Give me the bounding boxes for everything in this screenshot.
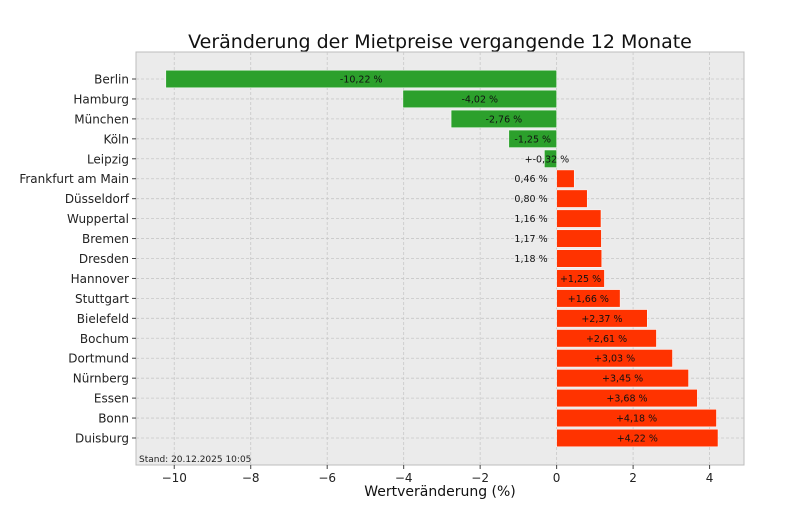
- bar-11: [556, 289, 621, 308]
- bar-17: [556, 409, 717, 428]
- bar-value-label-12: +2,37 %: [581, 314, 622, 325]
- y-axis-ticks: Berlin Hamburg München Köln Leipzig Frankfurt…: [19, 73, 136, 446]
- y-tick-label-3: Köln: [103, 132, 129, 146]
- bar-14: [556, 349, 673, 368]
- x-tick-label-5: 0: [553, 471, 561, 485]
- y-tick-label-9: Dresden: [79, 252, 129, 266]
- bar-value-label-8: 1,17 %: [514, 234, 547, 245]
- bar-value-label-11: +1,66 %: [568, 294, 609, 305]
- y-tick-label-2: München: [74, 112, 129, 126]
- y-tick-label-4: Leipzig: [87, 152, 129, 166]
- bar-value-label-9: 1,18 %: [514, 254, 547, 265]
- y-tick-label-15: Nürnberg: [73, 372, 129, 386]
- bar-value-label-0: -10,22 %: [340, 75, 383, 86]
- x-tick-label-7: 4: [706, 471, 714, 485]
- y-tick-label-7: Wuppertal: [67, 212, 129, 226]
- y-tick-label-6: Düsseldorf: [65, 192, 130, 206]
- y-tick-label-5: Frankfurt am Main: [19, 172, 129, 186]
- bar-5: [556, 169, 575, 188]
- y-tick-label-17: Bonn: [98, 412, 129, 426]
- bar-13: [556, 329, 657, 348]
- bar-value-label-1: -4,02 %: [461, 94, 498, 105]
- bar-12: [556, 309, 648, 328]
- bar-16: [556, 389, 698, 408]
- y-tick-label-11: Stuttgart: [75, 292, 129, 306]
- x-tick-label-1: −8: [242, 471, 260, 485]
- bar-value-label-3: -1,25 %: [514, 134, 551, 145]
- bar-value-label-14: +3,03 %: [594, 354, 635, 365]
- x-tick-label-0: −10: [162, 471, 187, 485]
- bar-10: [556, 269, 605, 288]
- bar-value-label-6: 0,80 %: [514, 194, 547, 205]
- bar-value-label-13: +2,61 %: [586, 334, 627, 345]
- bar-3: [508, 129, 557, 148]
- bar-value-label-10: +1,25 %: [560, 274, 601, 285]
- y-tick-label-18: Duisburg: [75, 432, 129, 446]
- bar-value-label-16: +3,68 %: [606, 394, 647, 405]
- bar-4: [544, 149, 557, 168]
- x-tick-label-6: 2: [629, 471, 637, 485]
- bar-value-label-18: +4,22 %: [617, 434, 658, 445]
- bar-9: [556, 249, 603, 268]
- bars-group: [165, 69, 719, 448]
- bar-1: [402, 89, 557, 108]
- bar-6: [556, 189, 588, 208]
- x-axis-ticks: −10 −8 −6 −4 −2 0 2 4: [162, 465, 714, 485]
- bar-labels-group: -10,22 % -4,02 % -2,76 % -1,25 % +-0,32 % 0,4…: [340, 75, 658, 445]
- bar-7: [556, 209, 602, 228]
- y-tick-label-16: Essen: [94, 392, 129, 406]
- bar-value-label-7: 1,16 %: [514, 214, 547, 225]
- bar-15: [556, 369, 689, 388]
- y-tick-label-0: Berlin: [94, 73, 129, 87]
- bar-value-label-5: 0,46 %: [514, 174, 547, 185]
- x-tick-label-4: −2: [471, 471, 489, 485]
- bar-0: [165, 69, 557, 89]
- y-tick-label-12: Bielefeld: [77, 312, 129, 326]
- y-tick-label-1: Hamburg: [73, 92, 129, 106]
- bar-value-label-4: +-0,32 %: [525, 154, 570, 165]
- x-tick-label-2: −6: [318, 471, 336, 485]
- bar-value-label-15: +3,45 %: [602, 374, 643, 385]
- y-tick-label-8: Bremen: [82, 232, 129, 246]
- chart-title: Veränderung der Mietpreise vergangende 1…: [188, 31, 692, 53]
- bar-8: [556, 229, 602, 248]
- x-axis-label: Wertveränderung (%): [364, 484, 516, 500]
- x-tick-label-3: −4: [395, 471, 413, 485]
- y-tick-label-14: Dortmund: [68, 352, 129, 366]
- y-tick-label-10: Hannover: [71, 272, 129, 286]
- bar-2: [450, 109, 557, 128]
- bar-value-label-17: +4,18 %: [616, 414, 657, 425]
- bar-value-label-2: -2,76 %: [486, 114, 523, 125]
- bar-18: [556, 428, 719, 448]
- y-tick-label-13: Bochum: [80, 332, 129, 346]
- timestamp-footnote: Stand: 20.12.2025 10:05: [139, 455, 251, 465]
